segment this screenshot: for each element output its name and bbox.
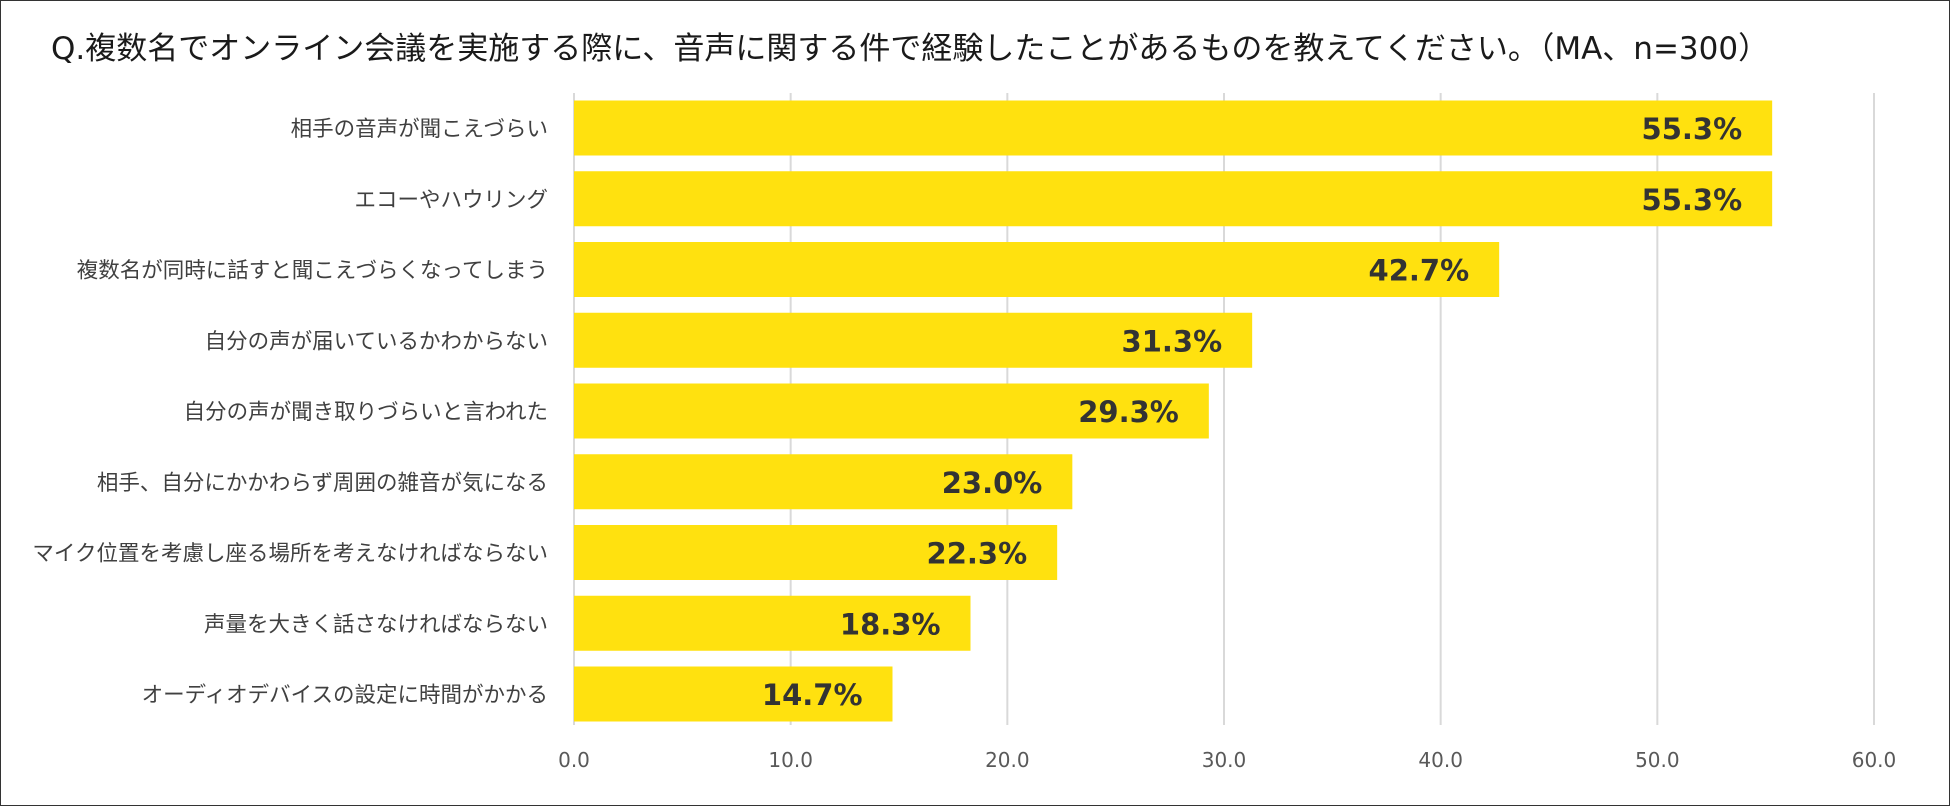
x-tick-label: 20.0	[985, 748, 1030, 772]
data-label: 14.7%	[762, 678, 863, 712]
category-label: 相手の音声が聞こえづらい	[291, 117, 548, 142]
chart-title: Q.複数名でオンライン会議を実施する際に、音声に関する件で経験したことがあるもの…	[51, 31, 1770, 67]
data-label: 18.3%	[840, 607, 941, 641]
bar	[574, 454, 1073, 510]
bar	[574, 171, 1773, 227]
data-label: 42.7%	[1369, 254, 1470, 288]
data-label: 23.0%	[942, 466, 1043, 500]
category-label: 自分の声が聞き取りづらいと言われた	[184, 400, 548, 425]
x-tick-label: 30.0	[1202, 748, 1247, 772]
data-label: 29.3%	[1078, 395, 1179, 429]
bar	[574, 242, 1500, 297]
category-label: 複数名が同時に話すと聞こえづらくなってしまう	[77, 259, 548, 284]
x-tick-label: 0.0	[558, 748, 590, 772]
bar	[574, 100, 1773, 156]
data-label: 22.3%	[927, 537, 1028, 571]
category-label: 相手、自分にかかわらず周囲の雑音が気になる	[97, 471, 548, 496]
x-tick-label: 40.0	[1418, 748, 1463, 772]
bar	[574, 525, 1058, 580]
x-tick-label: 60.0	[1852, 748, 1897, 772]
category-label: 声量を大きく話さなければならない	[204, 612, 548, 637]
category-label: マイク位置を考慮し座る場所を考えなければならない	[32, 542, 548, 567]
category-label: 自分の声が届いているかわからない	[205, 329, 548, 354]
category-label: オーディオデバイスの設定に時間がかかる	[142, 683, 548, 708]
bar	[574, 312, 1253, 368]
bar	[574, 595, 971, 651]
category-label: エコーやハウリング	[354, 188, 548, 213]
x-tick-label: 10.0	[768, 748, 813, 772]
data-label: 31.3%	[1122, 324, 1223, 358]
bar	[574, 383, 1209, 439]
data-label: 55.3%	[1642, 112, 1743, 146]
x-tick-label: 50.0	[1635, 748, 1680, 772]
data-label: 55.3%	[1642, 183, 1743, 217]
bar	[574, 666, 893, 722]
